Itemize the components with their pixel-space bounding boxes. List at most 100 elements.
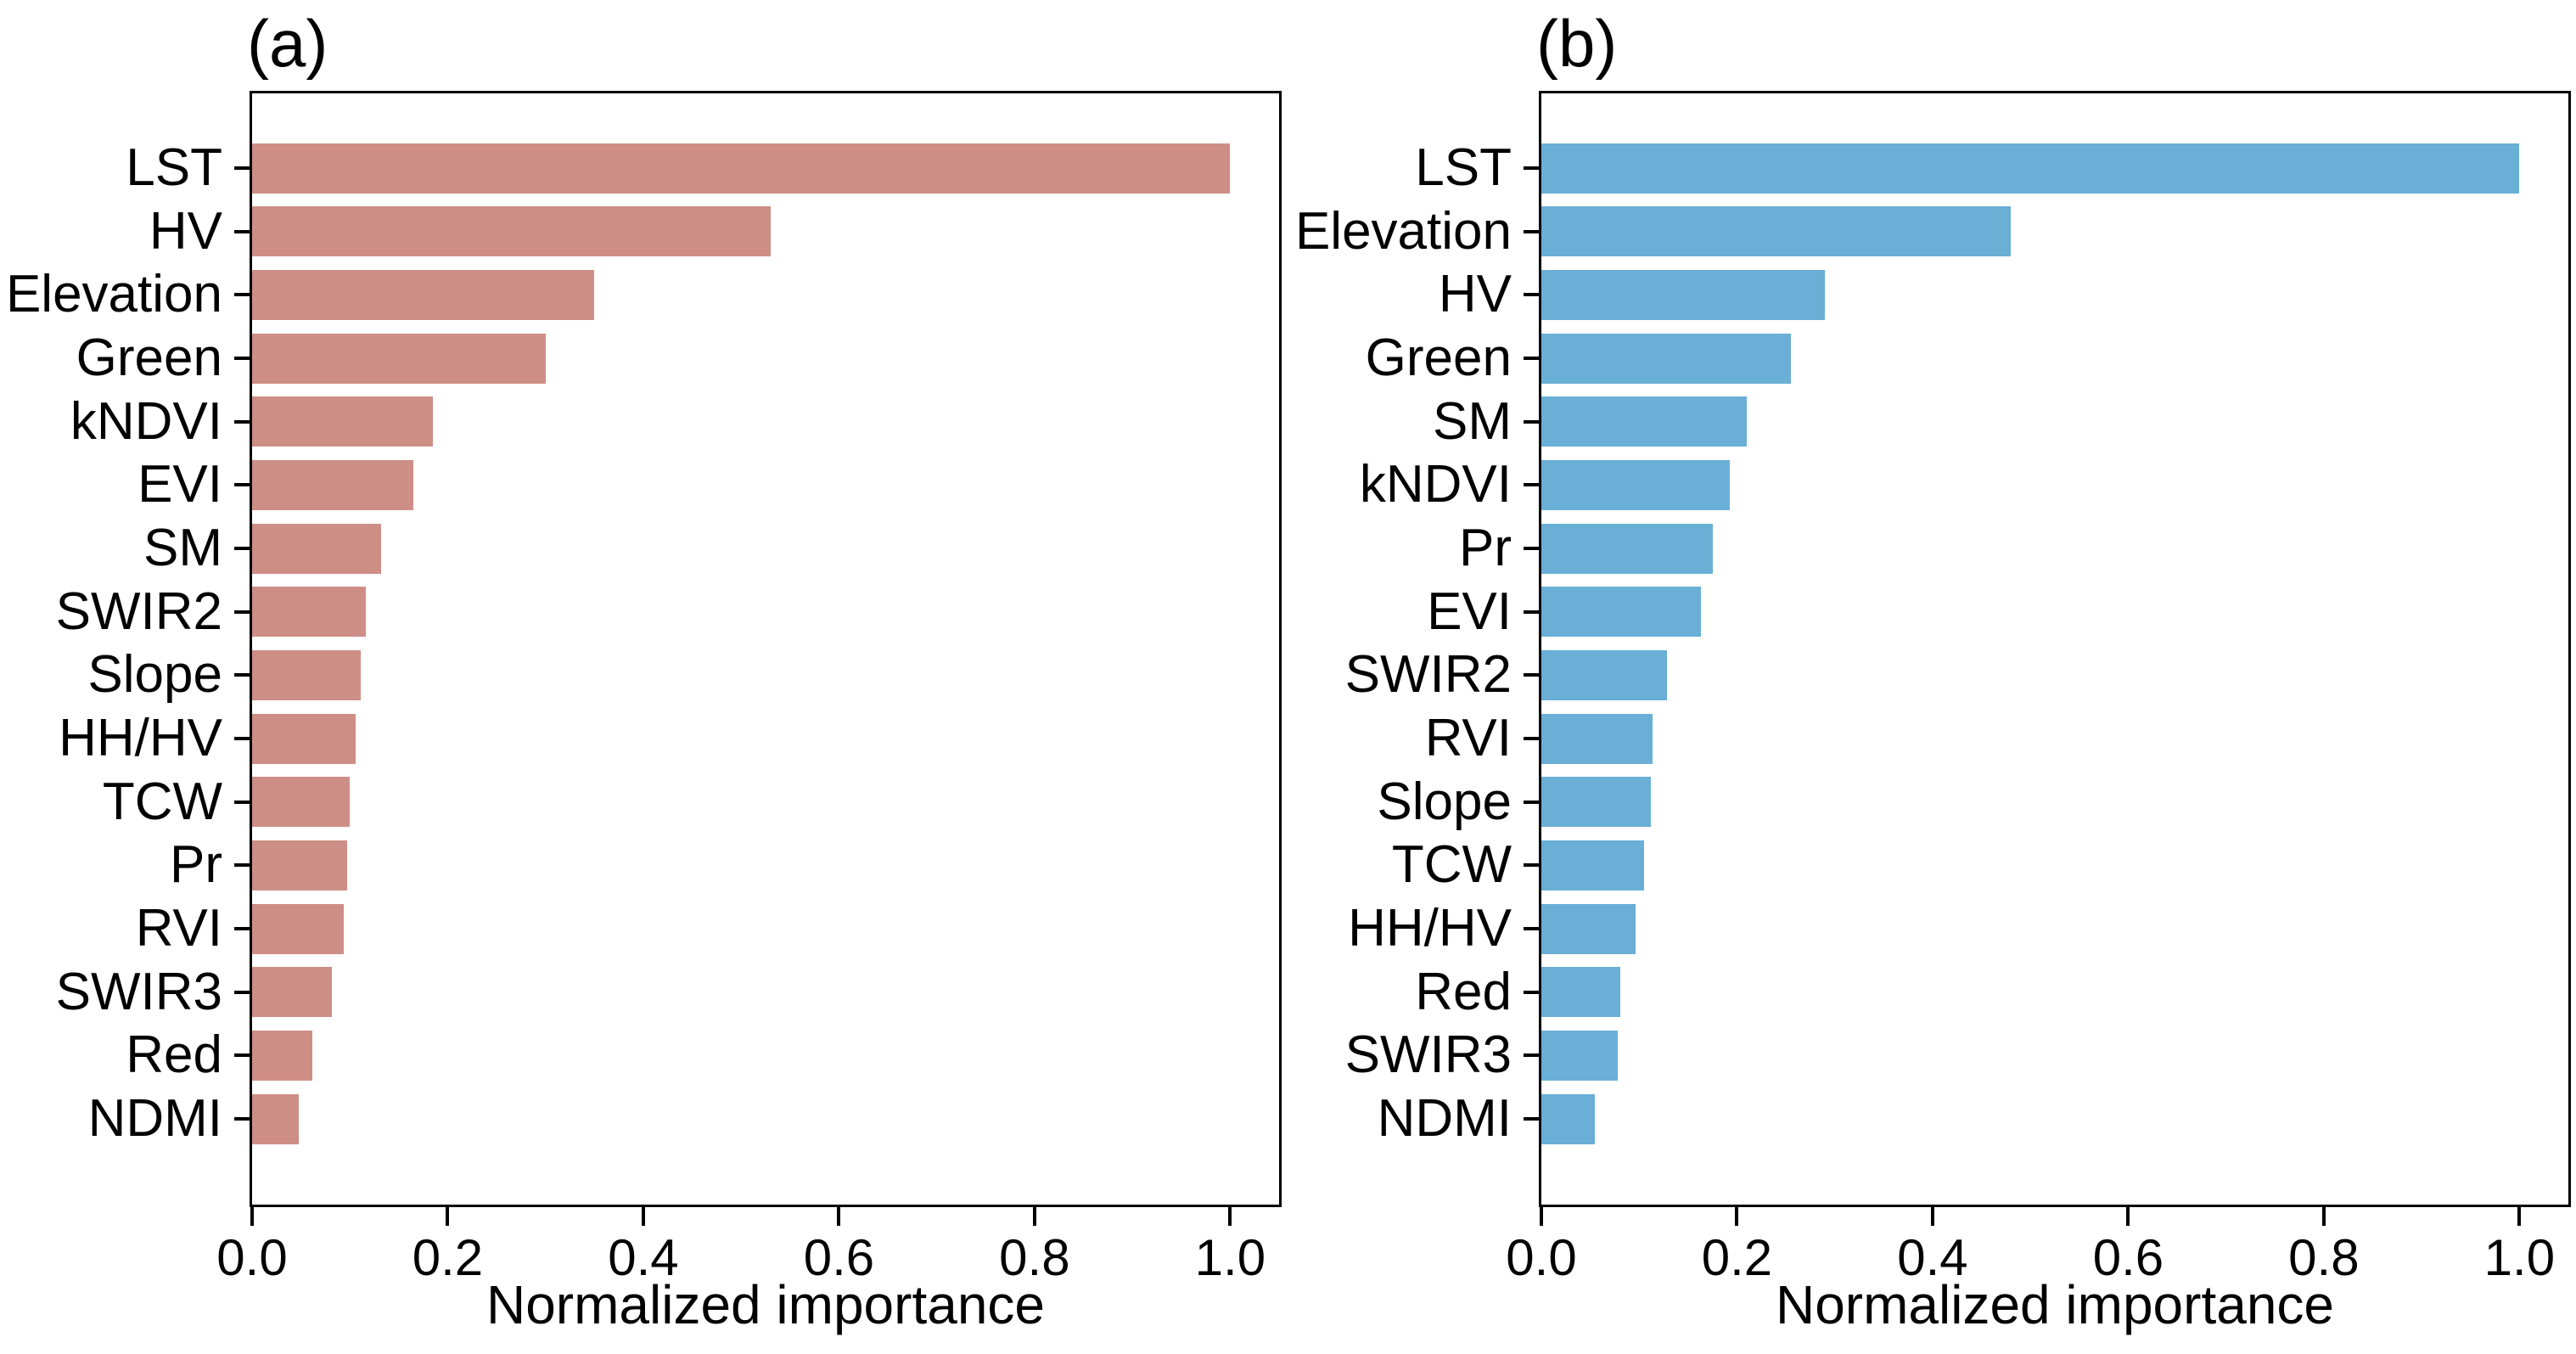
category-label: RVI — [135, 899, 222, 958]
bar-green — [1541, 333, 1791, 384]
category-label: HV — [1438, 265, 1512, 324]
bar-swir3 — [252, 967, 333, 1018]
x-tick — [837, 1207, 841, 1226]
category-label: Elevation — [5, 265, 222, 324]
category-label: EVI — [1427, 581, 1512, 641]
category-label: Pr — [170, 835, 222, 895]
y-tick — [1524, 673, 1539, 677]
category-label: Slope — [1377, 772, 1512, 831]
x-tick — [1735, 1207, 1739, 1226]
x-tick — [2321, 1207, 2326, 1226]
bar-slope — [252, 649, 361, 700]
y-tick — [234, 293, 250, 297]
category-label: HV — [149, 201, 222, 261]
bar-tcw — [1541, 840, 1644, 890]
panel-a-x-axis-label: Normalized importance — [485, 1274, 1046, 1335]
bar-evi — [252, 459, 414, 510]
x-tick-label: 0.8 — [999, 1229, 1070, 1286]
x-tick-label: 1.0 — [1194, 1229, 1266, 1286]
x-tick — [1540, 1207, 1543, 1226]
x-tick — [1032, 1207, 1036, 1226]
y-tick — [1524, 229, 1539, 233]
x-tick-label: 0.0 — [1506, 1229, 1577, 1286]
x-tick-label: 0.6 — [2092, 1229, 2164, 1286]
category-label: SM — [1433, 391, 1512, 451]
bar-kndvi — [1541, 459, 1731, 510]
x-tick-label: 0.2 — [412, 1229, 484, 1286]
panel-a-plot-area: (a) Normalized importance LST HV Elevation… — [6, 10, 1282, 1332]
x-tick-label: 0.2 — [1701, 1229, 1773, 1286]
bar-pr — [1541, 523, 1713, 574]
y-tick — [1524, 1053, 1539, 1058]
y-tick — [234, 1117, 250, 1121]
bar-slope — [1541, 777, 1652, 828]
category-label: SWIR2 — [55, 581, 222, 641]
category-label: kNDVI — [1359, 455, 1512, 514]
bar-hv — [252, 206, 771, 257]
panel-a-label: (a) — [247, 6, 328, 81]
y-tick — [1524, 483, 1539, 487]
bar-rvi — [252, 903, 345, 954]
x-tick — [2517, 1207, 2522, 1226]
category-label: TCW — [102, 772, 222, 831]
category-label: TCW — [1391, 835, 1512, 895]
bar-swir2 — [252, 587, 366, 638]
y-tick — [1524, 166, 1539, 170]
bar-red — [252, 1030, 313, 1081]
y-tick — [234, 990, 250, 994]
y-tick — [234, 737, 250, 740]
y-tick — [1524, 293, 1539, 297]
y-tick — [234, 800, 250, 804]
y-tick — [1524, 863, 1539, 868]
y-tick — [234, 927, 250, 930]
bar-hh-hv — [252, 713, 356, 764]
bar-hv — [1541, 269, 1826, 320]
bar-rvi — [1541, 713, 1653, 764]
y-tick — [1524, 610, 1539, 614]
panel-b-plot-area: (b) Normalized importance LST Elevation HV… — [1295, 10, 2571, 1332]
y-tick — [1524, 357, 1539, 360]
y-tick — [1524, 547, 1539, 550]
x-tick-label: 1.0 — [2483, 1229, 2556, 1286]
bar-lst — [1541, 143, 2520, 194]
x-tick-label: 0.6 — [803, 1229, 875, 1286]
y-tick — [1524, 1117, 1539, 1121]
category-label: EVI — [137, 455, 222, 514]
y-tick — [1524, 419, 1539, 424]
bar-sm — [1541, 396, 1747, 447]
category-label: HH/HV — [1348, 899, 1512, 958]
y-tick — [234, 357, 250, 360]
category-label: NDMI — [87, 1089, 222, 1148]
category-label: LST — [1415, 138, 1512, 197]
category-label: Red — [126, 1025, 222, 1085]
bar-pr — [252, 840, 347, 890]
y-tick — [234, 673, 250, 677]
category-label: SWIR2 — [1344, 645, 1512, 705]
x-tick-label: 0.4 — [1897, 1229, 1968, 1286]
x-tick — [2126, 1207, 2130, 1226]
x-tick — [446, 1207, 450, 1226]
bar-elevation — [252, 269, 595, 320]
y-tick — [234, 419, 250, 424]
category-label: LST — [126, 138, 222, 197]
category-label: Slope — [87, 645, 222, 705]
panel-b-x-axis-label: Normalized importance — [1775, 1274, 2335, 1335]
bar-ndmi — [252, 1093, 300, 1144]
category-label: Elevation — [1294, 201, 1512, 261]
bar-elevation — [1541, 206, 2012, 257]
bar-swir3 — [1541, 1030, 1618, 1081]
category-label: RVI — [1424, 709, 1512, 767]
y-tick — [234, 229, 250, 233]
category-label: kNDVI — [70, 391, 222, 451]
bar-tcw — [252, 777, 351, 828]
category-label: Green — [76, 329, 222, 387]
x-tick — [250, 1207, 254, 1226]
x-tick — [1930, 1207, 1934, 1226]
x-tick-label: 0.4 — [608, 1229, 679, 1286]
category-label: Pr — [1459, 519, 1512, 577]
y-tick — [234, 166, 250, 170]
x-tick-label: 0.0 — [216, 1229, 288, 1286]
bar-kndvi — [252, 396, 434, 447]
category-label: SM — [143, 519, 222, 577]
y-tick — [234, 863, 250, 868]
